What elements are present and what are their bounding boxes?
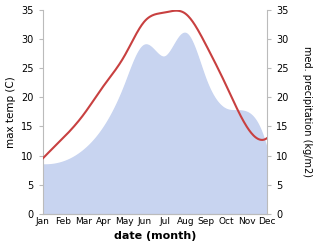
Y-axis label: med. precipitation (kg/m2): med. precipitation (kg/m2) xyxy=(302,46,313,177)
X-axis label: date (month): date (month) xyxy=(114,231,196,242)
Y-axis label: max temp (C): max temp (C) xyxy=(5,76,16,148)
